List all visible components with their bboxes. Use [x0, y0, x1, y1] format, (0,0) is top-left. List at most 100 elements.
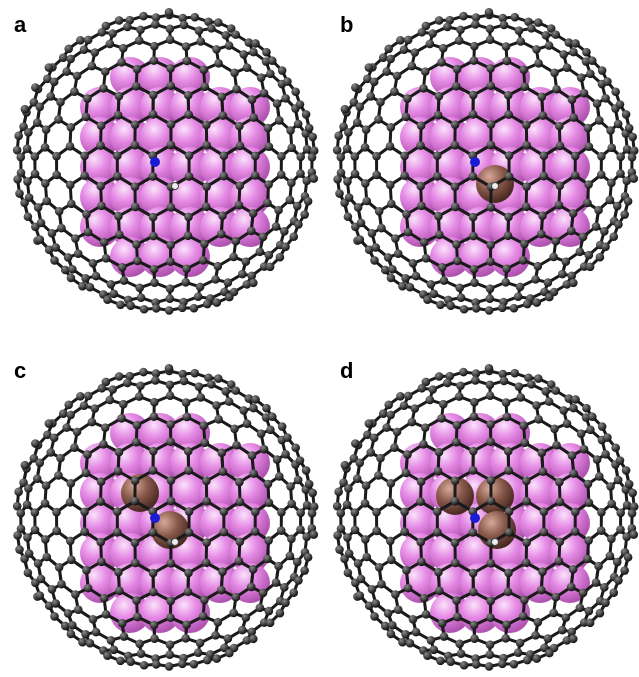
- carbon-atom: [278, 422, 287, 431]
- carbon-atom: [375, 207, 384, 216]
- carbon-atom: [214, 18, 223, 27]
- carbon-atom: [114, 212, 123, 221]
- carbon-atom: [569, 48, 578, 57]
- carbon-atom: [212, 298, 221, 307]
- carbon-atom: [251, 508, 260, 517]
- carbon-atom: [212, 45, 221, 54]
- carbon-atom: [437, 414, 446, 423]
- carbon-atom: [218, 92, 227, 101]
- carbon-atom: [486, 613, 495, 622]
- carbon-atom: [277, 152, 286, 161]
- carbon-atom: [556, 142, 565, 151]
- carbon-atom: [353, 118, 362, 127]
- carbon-atom: [345, 193, 354, 202]
- carbon-atom: [558, 626, 567, 635]
- carbon-atom: [370, 433, 379, 442]
- carbon-atom: [532, 45, 541, 54]
- carbon-atom: [110, 289, 119, 298]
- carbon-atom: [150, 621, 159, 630]
- carbon-atom: [577, 429, 586, 438]
- carbon-atom: [356, 235, 365, 244]
- carbon-atom: [579, 589, 588, 598]
- carbon-atom: [558, 270, 567, 279]
- carbon-atom: [391, 234, 400, 243]
- carbon-atom: [443, 23, 452, 32]
- carbon-atom: [334, 487, 343, 496]
- carbon-atom: [220, 151, 229, 160]
- carbon-atom: [67, 123, 76, 132]
- carbon-atom: [86, 639, 95, 648]
- carbon-atom: [451, 203, 460, 212]
- carbon-atom: [251, 527, 260, 536]
- carbon-atom: [384, 609, 393, 618]
- carbon-atom: [214, 59, 223, 68]
- carbon-atom: [616, 456, 625, 465]
- carbon-atom: [568, 95, 577, 104]
- carbon-atom: [598, 422, 607, 431]
- carbon-atom: [384, 44, 393, 53]
- carbon-atom: [251, 152, 260, 161]
- carbon-atom: [540, 507, 549, 516]
- carbon-atom: [115, 230, 124, 239]
- carbon-atom: [527, 380, 536, 389]
- carbon-atom: [434, 111, 443, 120]
- carbon-atom: [150, 56, 159, 65]
- carbon-atom: [132, 82, 141, 91]
- carbon-atom: [624, 197, 633, 206]
- carbon-atom: [344, 128, 353, 137]
- carbon-atom: [469, 447, 478, 456]
- carbon-atom: [555, 122, 564, 131]
- carbon-atom: [519, 612, 528, 621]
- carbon-atom: [426, 40, 435, 49]
- carbon-atom: [96, 182, 105, 191]
- carbon-atom: [353, 474, 362, 483]
- carbon-atom: [584, 480, 593, 489]
- carbon-atom: [212, 654, 221, 663]
- carbon-atom: [417, 477, 426, 486]
- carbon-atom: [108, 385, 117, 394]
- carbon-atom: [64, 253, 73, 262]
- carbon-atom: [202, 202, 211, 211]
- carbon-atom: [35, 459, 44, 468]
- carbon-atom: [236, 498, 245, 507]
- carbon-atom: [259, 589, 268, 598]
- carbon-atom: [167, 476, 176, 485]
- carbon-atom: [182, 620, 191, 629]
- carbon-atom: [199, 612, 208, 621]
- carbon-atom: [514, 648, 523, 657]
- carbon-atom: [31, 170, 40, 179]
- carbon-atom: [207, 380, 216, 389]
- carbon-atom: [552, 441, 561, 450]
- carbon-atom: [486, 35, 495, 44]
- carbon-atom: [567, 271, 576, 280]
- carbon-atom: [23, 177, 32, 186]
- carbon-atom: [487, 120, 496, 129]
- carbon-atom: [614, 576, 623, 585]
- carbon-atom: [584, 124, 593, 133]
- carbon-atom: [102, 610, 111, 619]
- carbon-atom: [387, 630, 396, 639]
- carbon-atom: [440, 276, 449, 285]
- carbon-atom: [386, 181, 395, 190]
- carbon-atom: [92, 272, 101, 281]
- carbon-atom: [166, 420, 175, 429]
- carbon-atom: [620, 566, 629, 575]
- carbon-atom: [36, 235, 45, 244]
- carbon-atom: [469, 172, 478, 181]
- carbon-atom: [361, 143, 370, 152]
- carbon-atom: [534, 618, 543, 627]
- carbon-atom: [296, 509, 305, 518]
- carbon-atom: [470, 398, 479, 407]
- carbon-atom: [21, 461, 30, 470]
- carbon-atom: [294, 220, 303, 229]
- carbon-atom: [52, 527, 61, 536]
- carbon-atom: [103, 651, 112, 660]
- carbon-atom: [57, 580, 66, 589]
- carbon-atom: [220, 507, 229, 516]
- carbon-atom: [487, 203, 496, 212]
- carbon-atom: [166, 640, 175, 649]
- carbon-atom: [616, 153, 625, 162]
- carbon-atom: [455, 392, 464, 401]
- carbon-atom: [42, 197, 51, 206]
- carbon-atom: [46, 92, 55, 101]
